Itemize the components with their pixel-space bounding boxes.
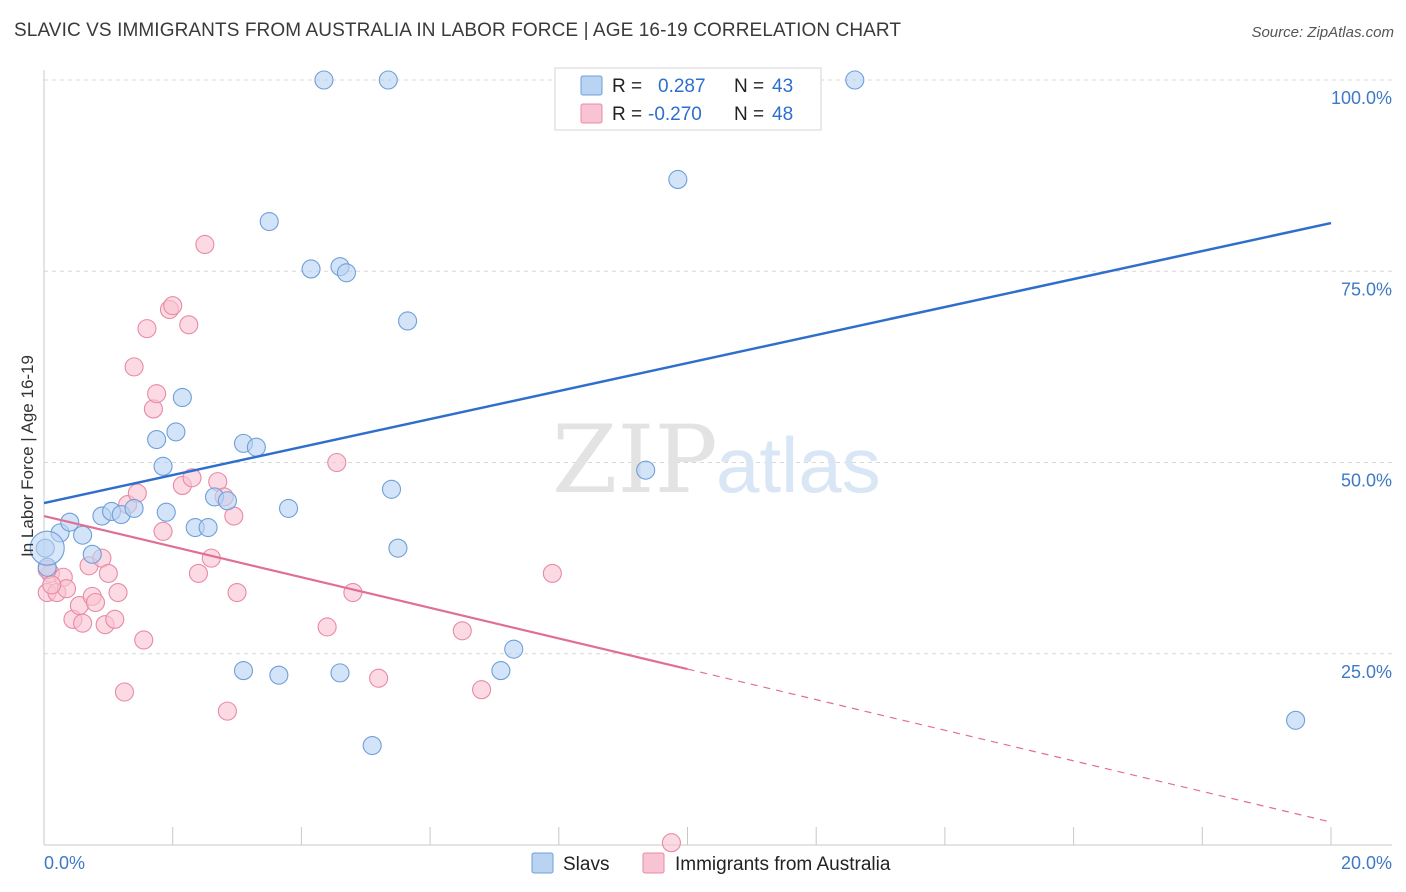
y-tick-label-50: 50.0% xyxy=(1341,471,1392,491)
y-tick-label-100: 100.0% xyxy=(1331,88,1392,108)
legend-r-value-australia: -0.270 xyxy=(648,104,702,125)
slavs-point xyxy=(330,663,350,683)
australia-point xyxy=(153,521,173,541)
australia-point xyxy=(124,357,144,377)
slavs-point xyxy=(156,502,176,522)
slavs-point xyxy=(198,517,218,538)
legend-n-value-australia: 48 xyxy=(772,104,793,125)
australia-point xyxy=(114,682,134,702)
slavs-point xyxy=(147,429,167,450)
watermark-zip: ZIP xyxy=(552,406,718,515)
slavs-point xyxy=(504,639,524,659)
slavs-point xyxy=(378,70,398,90)
x-tick-label-max: 20.0% xyxy=(1341,853,1392,873)
australia-point xyxy=(105,609,125,629)
legend-n-label-australia: N = xyxy=(734,104,764,125)
watermark-atlas: atlas xyxy=(716,421,881,509)
slavs-point xyxy=(153,456,173,476)
legend-swatch-australia xyxy=(580,103,603,124)
slavs-point xyxy=(362,735,382,756)
legend-r-value-slavs: 0.287 xyxy=(658,76,706,97)
australia-point xyxy=(98,563,118,583)
australia-point xyxy=(195,234,215,255)
australia-point xyxy=(542,563,562,583)
slavs-point xyxy=(636,460,656,480)
slavs-point xyxy=(314,70,334,90)
slavs-point xyxy=(73,525,93,545)
slavs-point xyxy=(278,498,299,518)
slavs-point xyxy=(269,665,289,685)
legend-r-label-australia: R = xyxy=(612,104,642,125)
australia-point xyxy=(317,617,337,637)
slavs-point-large xyxy=(29,530,65,566)
slavs-point xyxy=(388,538,408,558)
grid-layer xyxy=(44,79,1392,655)
australia-point xyxy=(134,630,154,650)
australia-point xyxy=(327,452,347,473)
australia-point xyxy=(73,613,93,633)
australia-point xyxy=(179,315,199,335)
y-tick-label-75: 75.0% xyxy=(1341,279,1392,299)
slavs-point xyxy=(336,263,356,283)
slavs-point xyxy=(381,479,402,499)
slavs-point xyxy=(82,544,102,564)
australia-point xyxy=(227,582,247,603)
x-tick-labels: 0.0% 20.0% xyxy=(44,853,1392,873)
chart-source: Source: ZipAtlas.com xyxy=(1251,24,1394,41)
slavs-point xyxy=(301,259,321,279)
legend-r-label-slavs: R = xyxy=(612,76,642,97)
y-tick-label-25: 25.0% xyxy=(1341,662,1392,682)
y-axis-label: In Labor Force | Age 16-19 xyxy=(18,355,37,557)
australia-point xyxy=(217,701,237,721)
australia-point xyxy=(163,296,183,316)
trend-line-slavs xyxy=(43,221,1332,505)
slavs-point xyxy=(124,498,144,518)
legend-swatch-slavs xyxy=(580,75,603,96)
chart-title: SLAVIC VS IMMIGRANTS FROM AUSTRALIA IN L… xyxy=(14,20,902,41)
bottom-legend-label-australia: Immigrants from Australia xyxy=(675,854,891,875)
series-slavs xyxy=(29,70,1306,756)
series-immigrants-from-australia xyxy=(37,234,681,853)
australia-point xyxy=(85,592,106,613)
australia-point xyxy=(188,563,208,583)
trend-lines xyxy=(43,221,1332,823)
slavs-point xyxy=(1286,710,1306,730)
y-tick-labels: 25.0% 50.0% 75.0% 100.0% xyxy=(1331,88,1392,682)
australia-point xyxy=(182,468,202,488)
axis-layer xyxy=(43,70,1392,846)
australia-point xyxy=(108,582,128,603)
x-tick-label-min: 0.0% xyxy=(44,853,85,873)
slavs-point xyxy=(398,311,418,331)
correlation-legend: R = 0.287 N = 43 R = -0.270 N = 48 xyxy=(554,67,822,131)
trend-line-australia-extrapolated xyxy=(687,668,1332,823)
slavs-point xyxy=(246,437,266,457)
slavs-point xyxy=(845,70,865,90)
slavs-point xyxy=(491,661,511,681)
bottom-legend-swatch-slavs xyxy=(531,852,554,874)
legend-n-label-slavs: N = xyxy=(734,76,764,97)
watermark: ZIP atlas xyxy=(552,406,881,515)
australia-point xyxy=(343,582,363,603)
slavs-point xyxy=(172,387,192,408)
australia-point xyxy=(147,384,167,404)
australia-point xyxy=(452,621,472,641)
slavs-point xyxy=(166,422,186,442)
series-legend: Slavs Immigrants from Australia xyxy=(531,852,891,875)
australia-point xyxy=(472,680,492,700)
australia-point xyxy=(42,575,62,595)
bottom-legend-label-slavs: Slavs xyxy=(563,854,609,875)
trend-line-australia xyxy=(43,514,688,671)
australia-point xyxy=(137,319,157,339)
slavs-point xyxy=(233,661,254,681)
slavs-point xyxy=(668,169,688,189)
australia-point xyxy=(661,833,681,853)
slavs-point xyxy=(217,491,237,511)
slavs-point xyxy=(259,211,279,232)
australia-point xyxy=(369,668,389,688)
legend-n-value-slavs: 43 xyxy=(772,76,793,97)
bottom-legend-swatch-australia xyxy=(642,852,665,874)
